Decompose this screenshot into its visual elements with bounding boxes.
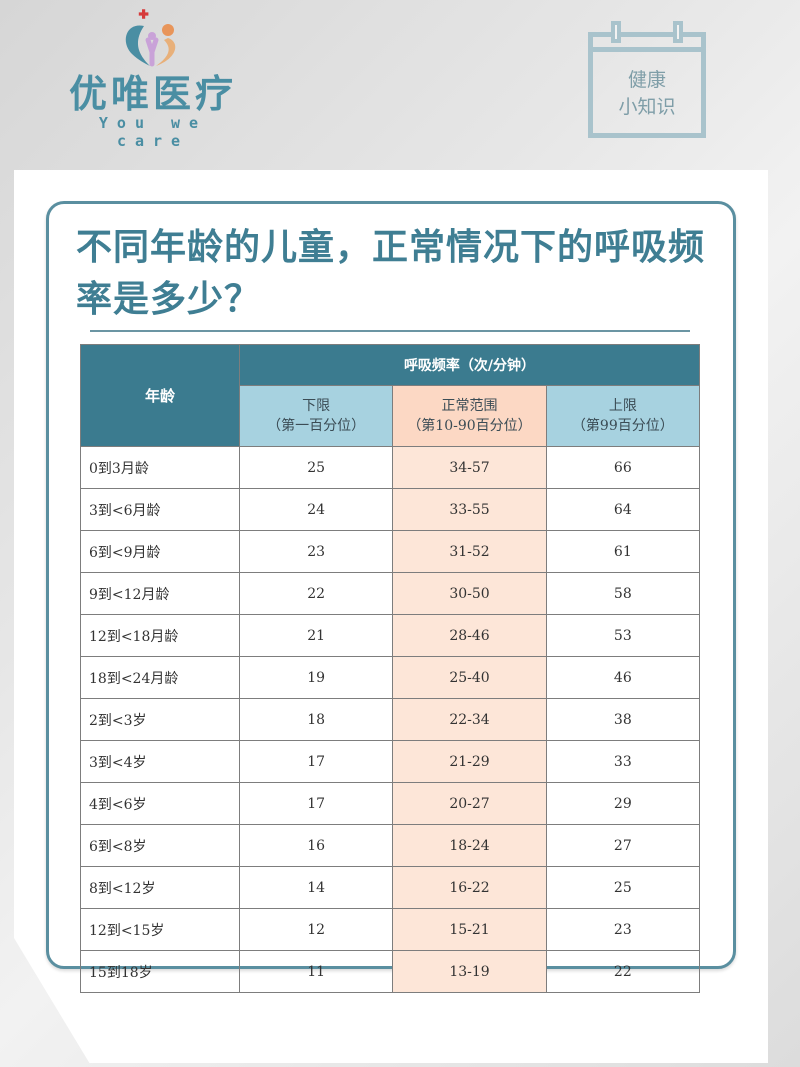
cell-lower: 23 <box>238 530 394 573</box>
badge-line-1: 健康 <box>627 69 666 91</box>
table-row: 12到<15岁 12 15-21 23 <box>80 908 701 951</box>
cell-normal: 18-24 <box>392 824 547 867</box>
cell-upper: 33 <box>545 740 701 783</box>
cell-age: 0到3月龄 <box>80 446 240 489</box>
calendar-ring-right <box>673 21 683 43</box>
calendar-icon: 健康 小知识 <box>588 21 706 138</box>
table-row: 12到<18月龄 21 28-46 53 <box>80 614 701 657</box>
cell-lower: 25 <box>238 446 394 489</box>
cell-lower: 11 <box>238 950 394 993</box>
header-sub: （第10-90百分位） <box>407 418 532 434</box>
cell-upper: 22 <box>545 950 701 993</box>
table-row: 2到<3岁 18 22-34 38 <box>80 698 701 741</box>
cell-lower: 16 <box>238 824 394 867</box>
cell-age: 9到<12月龄 <box>80 572 240 615</box>
cell-normal: 22-34 <box>392 698 547 741</box>
brand-name: 优唯医疗 <box>68 72 237 116</box>
header-label: 下限 <box>302 398 331 414</box>
cell-upper: 46 <box>545 656 701 699</box>
cell-age: 18到<24月龄 <box>80 656 240 699</box>
calendar-ring-left <box>611 21 621 43</box>
table-row: 3到<4岁 17 21-29 33 <box>80 740 701 783</box>
cell-age: 8到<12岁 <box>80 866 240 909</box>
header-normal-range: 正常范围 （第10-90百分位） <box>392 385 547 447</box>
cell-normal: 34-57 <box>392 446 547 489</box>
table-row: 6到<8岁 16 18-24 27 <box>80 824 701 867</box>
cell-lower: 17 <box>238 740 394 783</box>
table-row: 3到<6月龄 24 33-55 64 <box>80 488 701 531</box>
cell-age: 6到<9月龄 <box>80 530 240 573</box>
cell-normal: 33-55 <box>392 488 547 531</box>
cell-lower: 21 <box>238 614 394 657</box>
cell-lower: 22 <box>238 572 394 615</box>
table-row: 9到<12月龄 22 30-50 58 <box>80 572 701 615</box>
cell-age: 2到<3岁 <box>80 698 240 741</box>
cell-normal: 30-50 <box>392 572 547 615</box>
heart-family-icon <box>118 8 188 68</box>
cell-upper: 38 <box>545 698 701 741</box>
header-lower-limit: 下限 （第一百分位） <box>238 385 394 447</box>
cell-lower: 18 <box>238 698 394 741</box>
cell-age: 6到<8岁 <box>80 824 240 867</box>
badge-line-2: 小知识 <box>618 96 676 118</box>
cell-normal: 31-52 <box>392 530 547 573</box>
cell-normal: 16-22 <box>392 866 547 909</box>
health-tips-badge: 健康 小知识 <box>593 67 701 121</box>
cell-upper: 27 <box>545 824 701 867</box>
cell-lower: 19 <box>238 656 394 699</box>
header-age: 年龄 <box>80 344 240 447</box>
brand-logo: 优唯医疗 You we care <box>58 8 248 150</box>
header-respiratory-rate: 呼吸频率（次/分钟） <box>239 344 700 386</box>
cell-normal: 25-40 <box>392 656 547 699</box>
cell-age: 12到<15岁 <box>80 908 240 951</box>
table-row: 6到<9月龄 23 31-52 61 <box>80 530 701 573</box>
header-sub: （第一百分位） <box>267 418 366 434</box>
header-label: 正常范围 <box>441 398 498 414</box>
cell-age: 12到<18月龄 <box>80 614 240 657</box>
header-label: 上限 <box>608 398 637 414</box>
cell-upper: 58 <box>545 572 701 615</box>
article-title: 不同年龄的儿童，正常情况下的呼吸频率是多少？ <box>76 227 706 320</box>
cell-age: 15到18岁 <box>80 950 240 993</box>
cell-upper: 64 <box>545 488 701 531</box>
cell-upper: 23 <box>545 908 701 951</box>
cell-normal: 20-27 <box>392 782 547 825</box>
cell-age: 3到<6月龄 <box>80 488 240 531</box>
cell-normal: 13-19 <box>392 950 547 993</box>
cell-lower: 24 <box>238 488 394 531</box>
cell-lower: 12 <box>238 908 394 951</box>
table-row: 8到<12岁 14 16-22 25 <box>80 866 701 909</box>
title-divider <box>90 330 690 332</box>
header-sub: （第99百分位） <box>571 418 674 434</box>
cell-upper: 29 <box>545 782 701 825</box>
table-row: 15到18岁 11 13-19 22 <box>80 950 701 993</box>
calendar-bar <box>593 47 701 52</box>
cell-lower: 17 <box>238 782 394 825</box>
brand-slogan: You we care <box>98 114 208 150</box>
cell-upper: 61 <box>545 530 701 573</box>
cell-lower: 14 <box>238 866 394 909</box>
cell-normal: 28-46 <box>392 614 547 657</box>
table-row: 4到<6岁 17 20-27 29 <box>80 782 701 825</box>
cell-upper: 66 <box>545 446 701 489</box>
table-row: 0到3月龄 25 34-57 66 <box>80 446 701 489</box>
cell-upper: 25 <box>545 866 701 909</box>
cell-upper: 53 <box>545 614 701 657</box>
cell-normal: 15-21 <box>392 908 547 951</box>
respiratory-rate-table: 年龄 呼吸频率（次/分钟） 下限 （第一百分位） 正常范围 （第10-90百分位… <box>80 344 701 993</box>
header-upper-limit: 上限 （第99百分位） <box>545 385 701 447</box>
cell-age: 4到<6岁 <box>80 782 240 825</box>
cell-age: 3到<4岁 <box>80 740 240 783</box>
table-row: 18到<24月龄 19 25-40 46 <box>80 656 701 699</box>
cell-normal: 21-29 <box>392 740 547 783</box>
